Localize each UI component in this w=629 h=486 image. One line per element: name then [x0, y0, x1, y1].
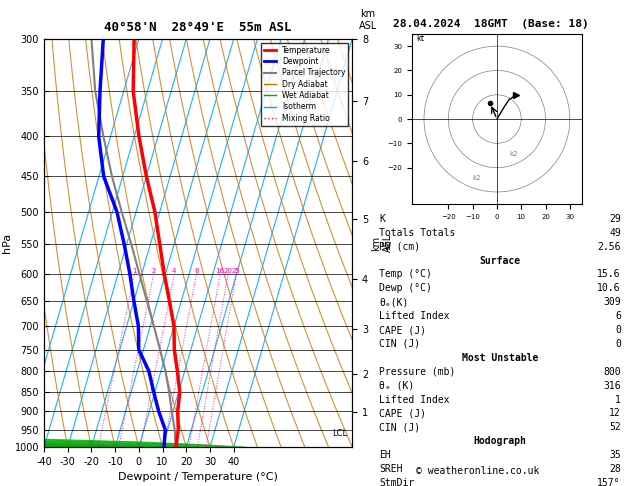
Text: 25: 25 — [232, 268, 241, 274]
Text: 29: 29 — [609, 214, 621, 224]
Text: 6: 6 — [615, 311, 621, 321]
Text: 28.04.2024  18GMT  (Base: 18): 28.04.2024 18GMT (Base: 18) — [392, 19, 589, 30]
Text: 8: 8 — [194, 268, 199, 274]
Text: 1: 1 — [615, 395, 621, 404]
Text: 28: 28 — [609, 464, 621, 474]
Text: Surface: Surface — [479, 256, 521, 265]
Text: StmDir: StmDir — [379, 478, 415, 486]
Title: 40°58'N  28°49'E  55m ASL: 40°58'N 28°49'E 55m ASL — [104, 20, 292, 34]
Text: 4: 4 — [172, 268, 177, 274]
Text: 316: 316 — [603, 381, 621, 391]
Text: CIN (J): CIN (J) — [379, 422, 420, 433]
Text: EH: EH — [379, 450, 391, 460]
Text: CIN (J): CIN (J) — [379, 339, 420, 349]
Text: θₑ(K): θₑ(K) — [379, 297, 409, 307]
Text: 157°: 157° — [598, 478, 621, 486]
Text: 12: 12 — [609, 408, 621, 418]
Text: CAPE (J): CAPE (J) — [379, 325, 426, 335]
Text: θₑ (K): θₑ (K) — [379, 381, 415, 391]
Text: 35: 35 — [609, 450, 621, 460]
Text: PW (cm): PW (cm) — [379, 242, 420, 252]
Text: 800: 800 — [603, 367, 621, 377]
Text: Hodograph: Hodograph — [474, 436, 526, 446]
Text: © weatheronline.co.uk: © weatheronline.co.uk — [416, 466, 540, 476]
Text: 52: 52 — [609, 422, 621, 433]
Text: K: K — [379, 214, 385, 224]
Legend: Temperature, Dewpoint, Parcel Trajectory, Dry Adiabat, Wet Adiabat, Isotherm, Mi: Temperature, Dewpoint, Parcel Trajectory… — [261, 43, 348, 125]
Text: 2: 2 — [152, 268, 156, 274]
Text: Pressure (mb): Pressure (mb) — [379, 367, 455, 377]
X-axis label: Dewpoint / Temperature (°C): Dewpoint / Temperature (°C) — [118, 472, 278, 483]
Text: CAPE (J): CAPE (J) — [379, 408, 426, 418]
Text: 1: 1 — [132, 268, 136, 274]
Text: 309: 309 — [603, 297, 621, 307]
Text: 20: 20 — [224, 268, 233, 274]
Text: 15.6: 15.6 — [598, 269, 621, 279]
Text: 0: 0 — [615, 339, 621, 349]
Text: k2: k2 — [472, 175, 481, 181]
Text: km
ASL: km ASL — [359, 9, 377, 31]
Y-axis label: hPa: hPa — [2, 233, 12, 253]
Text: k2: k2 — [509, 151, 518, 156]
Text: Lifted Index: Lifted Index — [379, 395, 450, 404]
Text: 2.56: 2.56 — [598, 242, 621, 252]
Text: Temp (°C): Temp (°C) — [379, 269, 432, 279]
Text: 0: 0 — [615, 325, 621, 335]
Text: Totals Totals: Totals Totals — [379, 228, 455, 238]
Text: kt: kt — [417, 35, 425, 43]
Text: Lifted Index: Lifted Index — [379, 311, 450, 321]
Text: 16: 16 — [216, 268, 225, 274]
Text: SREH: SREH — [379, 464, 403, 474]
Text: LCL: LCL — [332, 429, 347, 438]
Text: Most Unstable: Most Unstable — [462, 353, 538, 363]
Text: Dewp (°C): Dewp (°C) — [379, 283, 432, 294]
Text: 10.6: 10.6 — [598, 283, 621, 294]
Text: 49: 49 — [609, 228, 621, 238]
Y-axis label: km
ASL: km ASL — [371, 234, 392, 252]
